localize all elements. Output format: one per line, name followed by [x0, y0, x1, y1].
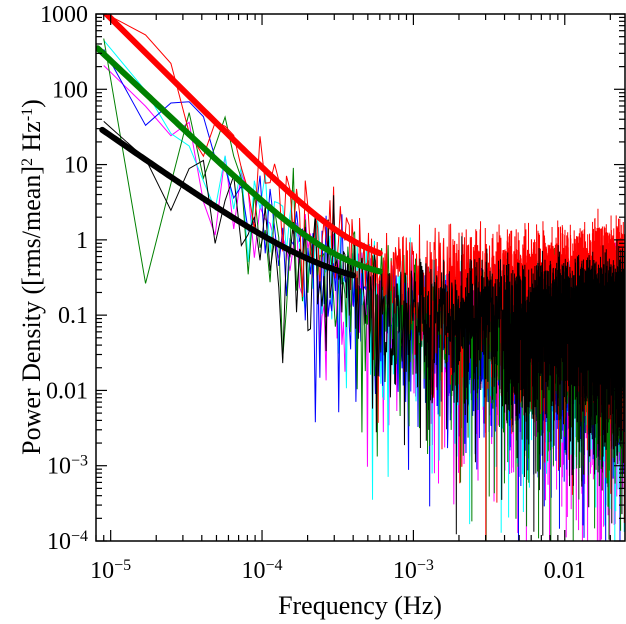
- y-axis-label-close: ): [17, 99, 46, 108]
- y-axis-label: Power Density ([rms/mean]2 Hz-1): [17, 99, 46, 455]
- y-tick-label: 0.01: [46, 378, 88, 404]
- y-tick-label: 10: [64, 153, 88, 179]
- x-tick-label: 10−3: [393, 557, 434, 585]
- y-tick-label: 1000: [40, 2, 88, 28]
- y-tick-label: 100: [52, 77, 88, 103]
- x-tick-label: 10−4: [242, 557, 283, 585]
- model-curve-1: [96, 45, 383, 275]
- tick-layer: [95, 13, 625, 542]
- x-axis-label: Frequency (Hz): [278, 591, 442, 620]
- y-tick-label: 0.1: [58, 303, 88, 329]
- x-tick-label: 10−5: [90, 557, 131, 585]
- y-axis-label-main: Power Density ([rms/mean]: [17, 166, 46, 455]
- model-curve-0: [102, 14, 383, 257]
- y-axis-label-unit: Hz: [17, 121, 46, 158]
- y-axis-label-sup1: 2: [19, 158, 36, 166]
- y-tick-label: 10−3: [47, 452, 88, 480]
- y-tick-label: 1: [76, 228, 88, 254]
- model-curve-2: [99, 126, 357, 279]
- data-layer: [96, 14, 625, 541]
- x-tick-label: 0.01: [544, 558, 586, 584]
- y-tick-label: 10−4: [47, 528, 88, 556]
- noisy-series-5: [103, 121, 625, 536]
- y-axis-label-sup2: -1: [19, 108, 36, 121]
- plot-frame: [95, 13, 626, 542]
- label-layer: 10−5 10−4 10−3 0.0110001001010.10.0110−310−…: [40, 2, 586, 584]
